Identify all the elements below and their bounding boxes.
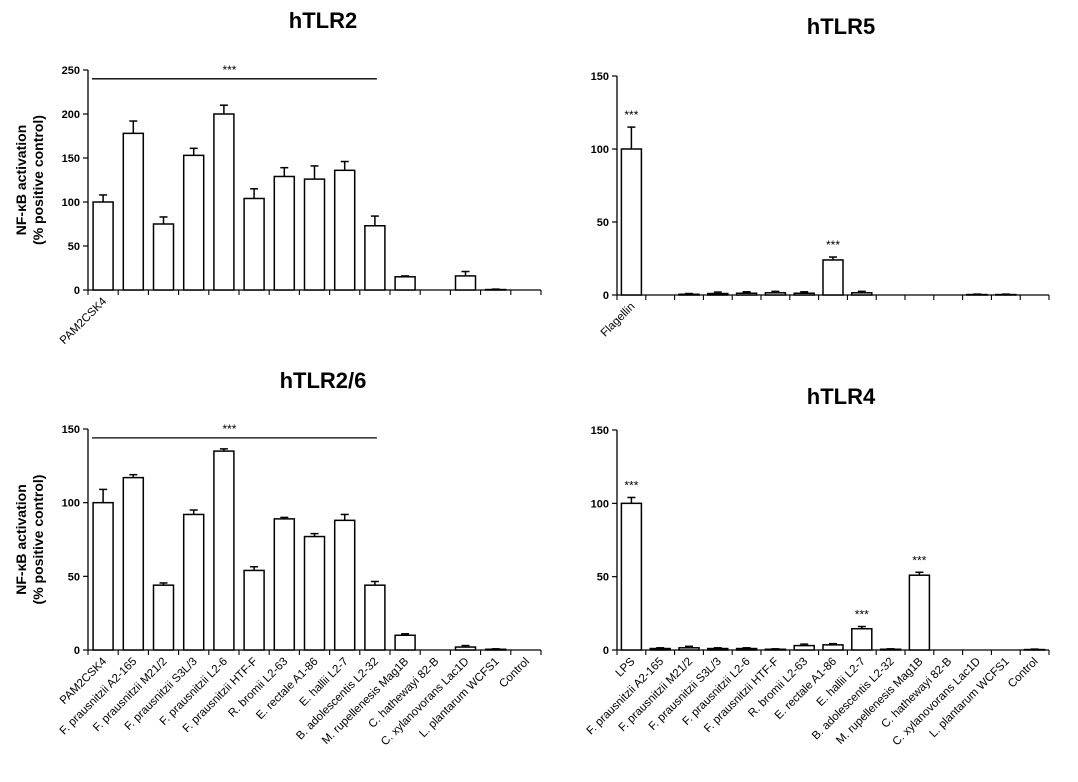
p4-bar bbox=[908, 574, 931, 651]
p2-category-label: Flagellin bbox=[599, 301, 638, 340]
p3-bar bbox=[303, 535, 326, 651]
p1-bar bbox=[152, 223, 175, 291]
p3-bar bbox=[454, 646, 477, 651]
p4-bar bbox=[707, 647, 729, 651]
p3-bar bbox=[394, 634, 416, 651]
p1-y-axis-label: NF-κB activation bbox=[13, 125, 29, 235]
p2-bar bbox=[678, 293, 700, 296]
p1-significance-label: *** bbox=[222, 63, 236, 77]
p2-significance-label: *** bbox=[624, 108, 638, 122]
p4-significance-label: *** bbox=[855, 608, 869, 622]
p3-bar bbox=[243, 569, 265, 651]
p1-category-label: PAM2CSK4 bbox=[58, 295, 110, 347]
p3-y-axis-label: (% positive control) bbox=[30, 475, 46, 605]
p1-bar bbox=[303, 178, 326, 291]
p4-y-tick-label: 0 bbox=[603, 645, 609, 657]
p4-bar bbox=[620, 502, 643, 651]
p2-bar bbox=[764, 292, 787, 296]
p4-bar bbox=[649, 647, 671, 651]
p3-bar bbox=[92, 501, 114, 651]
p3-y-tick-label: 50 bbox=[68, 571, 80, 583]
p1-y-tick-label: 200 bbox=[62, 109, 80, 121]
p3-y-tick-label: 100 bbox=[62, 498, 80, 510]
p3-title: hTLR2/6 bbox=[280, 368, 367, 393]
p2-y-tick-label: 100 bbox=[591, 144, 609, 156]
p1-title: hTLR2 bbox=[289, 8, 357, 33]
p3-bar bbox=[152, 584, 175, 651]
p1-bar bbox=[364, 225, 386, 291]
p1-y-tick-label: 150 bbox=[62, 153, 80, 165]
p4-y-tick-label: 100 bbox=[591, 498, 609, 510]
p4-bar bbox=[851, 627, 873, 651]
p3-significance-label: *** bbox=[222, 422, 236, 436]
p2-bar bbox=[851, 292, 873, 296]
p1-bar bbox=[273, 175, 296, 291]
p4-y-tick-label: 150 bbox=[591, 425, 609, 437]
p3-bar bbox=[182, 513, 205, 651]
p1-bar bbox=[122, 132, 145, 291]
p4-title: hTLR4 bbox=[807, 384, 876, 409]
p1-y-tick-label: 50 bbox=[68, 241, 80, 253]
p2-bar bbox=[707, 292, 729, 296]
p2-bar bbox=[793, 292, 815, 296]
p3-bar bbox=[333, 519, 356, 651]
p3-y-tick-label: 0 bbox=[74, 645, 80, 657]
p3-bar bbox=[273, 518, 296, 651]
p2-bar bbox=[620, 148, 643, 296]
p1-y-tick-label: 0 bbox=[74, 285, 80, 297]
p1-bar bbox=[394, 276, 416, 291]
p1-bar bbox=[454, 275, 477, 291]
p3-y-axis-label: NF-κB activation bbox=[13, 484, 29, 594]
p4-category-label: LPS bbox=[614, 655, 638, 679]
p1-bar bbox=[243, 197, 265, 291]
p4-bar bbox=[822, 644, 844, 651]
p3-bar bbox=[122, 476, 145, 651]
p1-bar bbox=[92, 201, 114, 291]
p2-y-tick-label: 150 bbox=[591, 71, 609, 83]
p2-y-tick-label: 0 bbox=[603, 290, 609, 302]
p2-title: hTLR5 bbox=[807, 14, 875, 39]
p3-bar bbox=[213, 450, 235, 651]
p1-y-axis-label: (% positive control) bbox=[30, 115, 46, 245]
p1-y-tick-label: 100 bbox=[62, 197, 80, 209]
p2-significance-label: *** bbox=[826, 238, 840, 252]
p4-bar bbox=[735, 647, 758, 651]
p2-bar bbox=[735, 292, 758, 296]
p3-y-tick-label: 150 bbox=[62, 424, 80, 436]
p2-y-tick-label: 50 bbox=[597, 217, 609, 229]
p4-significance-label: *** bbox=[912, 553, 926, 567]
p4-category-label: Control bbox=[1006, 656, 1041, 691]
p4-significance-label: *** bbox=[624, 478, 638, 492]
p4-y-tick-label: 50 bbox=[597, 572, 609, 584]
p2-bar bbox=[822, 259, 844, 296]
p1-bar bbox=[213, 113, 235, 291]
p4-bar bbox=[678, 647, 700, 651]
p3-category-label: Control bbox=[497, 656, 532, 691]
p1-bar bbox=[182, 154, 205, 291]
p3-bar bbox=[364, 584, 386, 651]
p1-y-tick-label: 250 bbox=[62, 65, 80, 77]
p1-bar bbox=[333, 169, 356, 291]
p4-bar bbox=[793, 644, 815, 651]
